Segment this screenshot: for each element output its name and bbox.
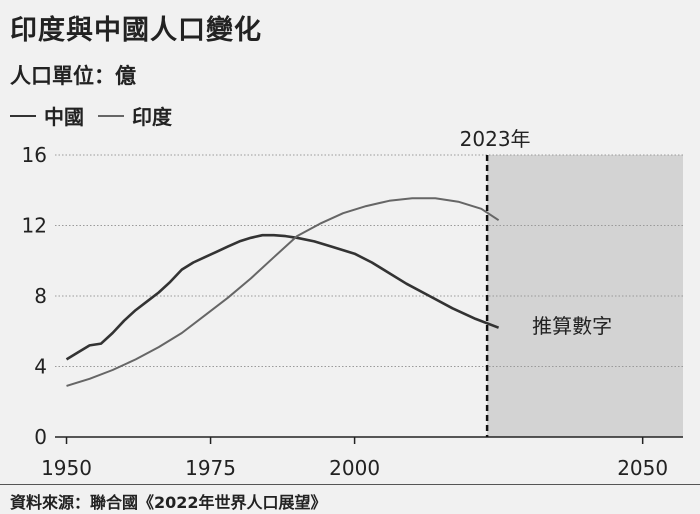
y-tick-label-8: 8 — [34, 284, 47, 308]
y-tick-label-12: 12 — [22, 214, 47, 238]
legend: 中國 印度 — [10, 101, 172, 130]
legend-item-india: 印度 — [98, 101, 172, 130]
chart-subtitle: 人口單位：億 — [10, 64, 136, 88]
legend-label-china: 中國 — [44, 105, 84, 129]
series-line-china — [65, 233, 500, 361]
projection-marker-label: 2023年 — [460, 127, 531, 151]
chart-title: 印度與中國人口變化 — [10, 15, 262, 46]
legend-swatch-india — [98, 114, 124, 117]
legend-swatch-china — [10, 114, 36, 117]
legend-label-india: 印度 — [132, 105, 172, 129]
legend-item-china: 中國 — [10, 101, 84, 130]
y-tick-label-0: 0 — [34, 425, 47, 449]
y-tick-label-4: 4 — [34, 355, 47, 379]
grid-lines: 0 4 8 12 16 — [22, 143, 683, 449]
x-tick-label-2050: 2050 — [617, 456, 668, 480]
x-tick-label-2000: 2000 — [329, 456, 380, 480]
line-chart: 推算數字 0 4 8 12 16 1950 1975 2000 2050 2023年 — [22, 127, 683, 480]
series-lines — [65, 197, 500, 387]
x-tick-label-1950: 1950 — [41, 456, 92, 480]
series-line-india — [66, 197, 500, 387]
y-tick-label-16: 16 — [22, 143, 47, 167]
projection-label: 推算數字 — [532, 314, 612, 338]
source-divider — [0, 484, 700, 485]
projection-marker: 2023年 — [460, 127, 531, 437]
x-tick-label-1975: 1975 — [185, 456, 236, 480]
source-note: 資料來源：聯合國《2022年世界人口展望》 — [10, 493, 327, 512]
axes: 1950 1975 2000 2050 — [41, 436, 683, 480]
